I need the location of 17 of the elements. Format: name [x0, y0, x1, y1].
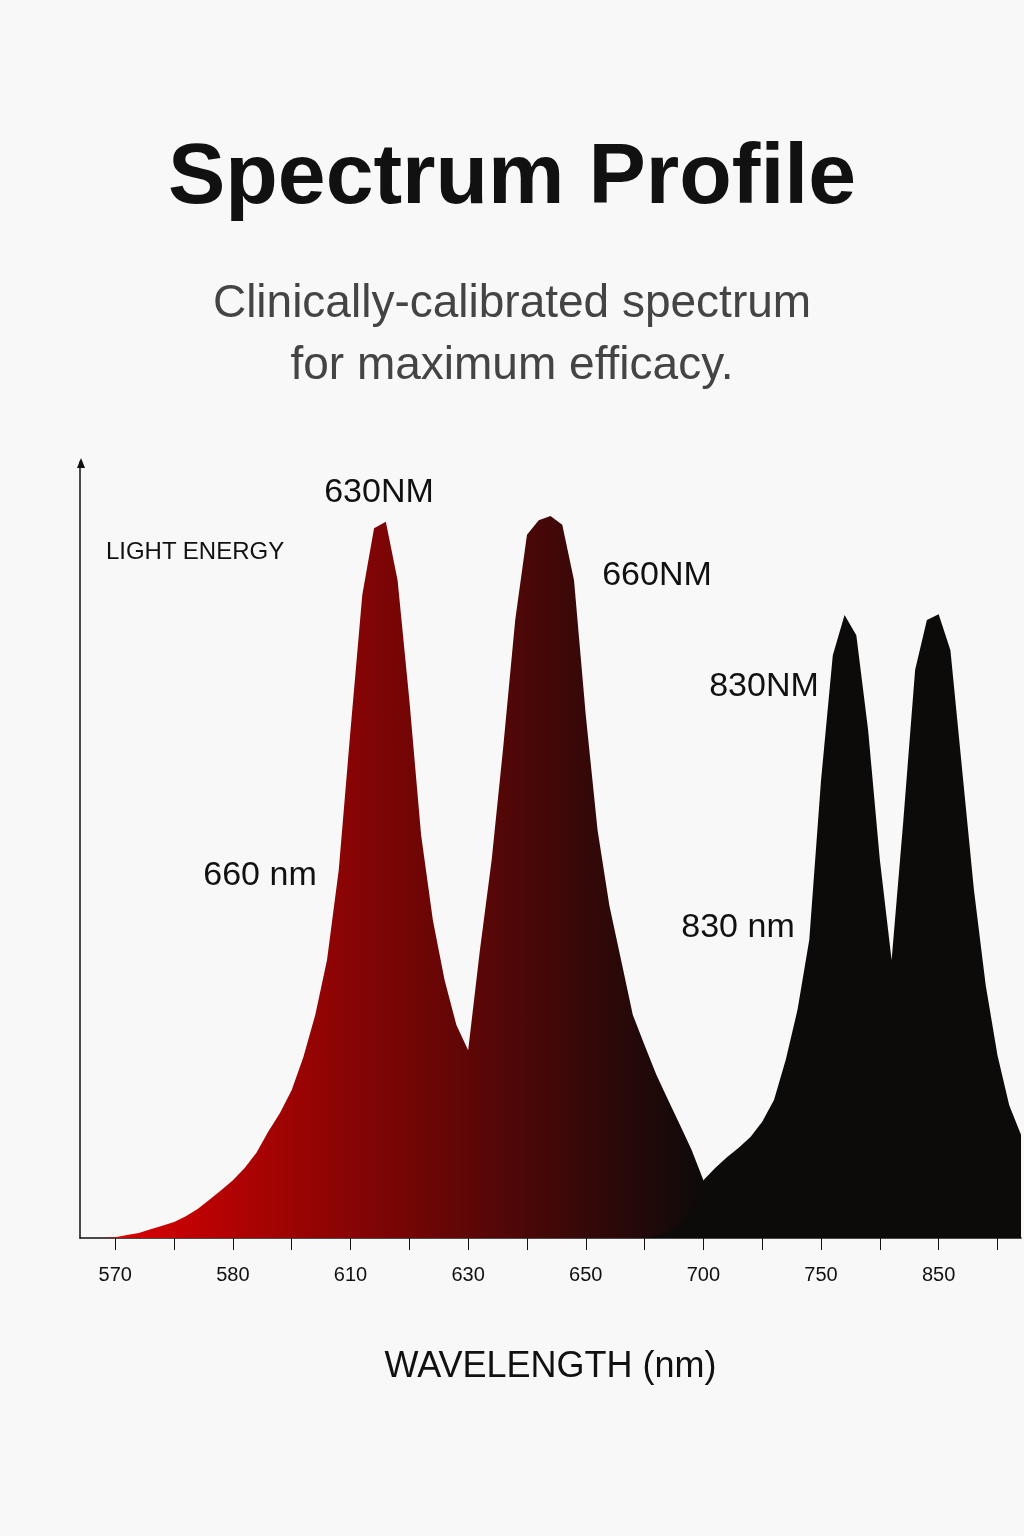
text: 630NM [324, 471, 434, 509]
x-tick-label: 750 [804, 1263, 838, 1285]
annotation: 830 nm [681, 906, 795, 944]
x-tick-label: 650 [569, 1263, 603, 1285]
chart-title: Spectrum Profile [167, 125, 857, 221]
x-tick-label: 700 [686, 1263, 721, 1285]
annotation: 830NM [709, 665, 819, 703]
annotation: 660 nm [203, 854, 317, 892]
chart-subtitle: Clinically-calibrated spectrum for maximum efficacy. [212, 275, 812, 389]
x-tick-label: 570 [98, 1263, 132, 1285]
x-tick-label: 610 [333, 1263, 368, 1285]
x-tick-label: 850 [921, 1263, 956, 1285]
y-axis-title: LIGHT ENERGY [105, 536, 285, 564]
x-tick-label: 630 [451, 1263, 485, 1285]
x-tick-label: 580 [216, 1263, 250, 1285]
annotation: 660NM [602, 554, 712, 592]
x-axis-title: WAVELENGTH (nm) [384, 1343, 717, 1385]
